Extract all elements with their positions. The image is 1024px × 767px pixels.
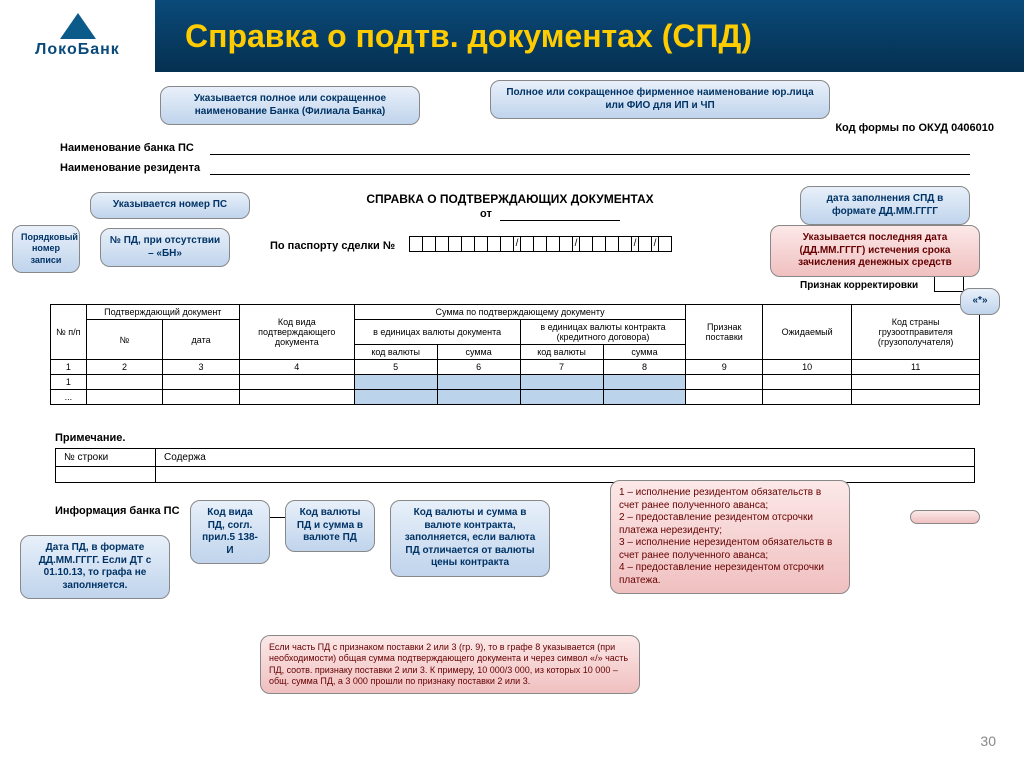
- form-code: Код формы по ОКУД 0406010: [835, 122, 994, 134]
- th-col2: №: [86, 320, 163, 360]
- num-row: 1 2 3 4 5 6 7 8 9 10 11: [51, 360, 980, 375]
- num5: 5: [354, 360, 437, 375]
- resident-line: [210, 174, 970, 175]
- num3: 3: [163, 360, 240, 375]
- num8: 8: [603, 360, 686, 375]
- callout-delivery-sign: 1 – исполнение резидентом обязательств в…: [610, 480, 850, 594]
- logo-text: ЛокоБанк: [35, 41, 120, 59]
- bank-info-label: Информация банка ПС: [55, 505, 180, 517]
- th-col4: Код вида подтверждающего документа: [239, 305, 354, 360]
- content-label: Содержа: [156, 449, 975, 467]
- stroke-label: № строки: [56, 449, 156, 467]
- callout-pd-date: Дата ПД, в формате ДД.ММ.ГГГГ. Если ДТ с…: [20, 535, 170, 599]
- main-table: № п/п Подтверждающий документ Код вида п…: [50, 304, 980, 405]
- num11: 11: [852, 360, 980, 375]
- th-col8: сумма: [603, 345, 686, 360]
- doc-title: СПРАВКА О ПОДТВЕРЖДАЮЩИХ ДОКУМЕНТАХ: [360, 192, 660, 206]
- passport-label: По паспорту сделки №: [270, 240, 395, 252]
- callout-ps-number: Указывается номер ПС: [90, 192, 250, 219]
- correction-cell: [935, 276, 964, 292]
- document-area: Указывается полное или сокращенное наиме…: [10, 80, 1014, 757]
- th-col6: сумма: [437, 345, 520, 360]
- num10: 10: [763, 360, 852, 375]
- callout-country-code: [910, 510, 980, 524]
- callout-company-name: Полное или сокращенное фирменное наимено…: [490, 80, 830, 119]
- ot-line: [500, 220, 620, 221]
- r2c1: ...: [51, 390, 87, 405]
- page-title: Справка о подтв. документах (СПД): [185, 18, 752, 55]
- num6: 6: [437, 360, 520, 375]
- th-col1: № п/п: [51, 305, 87, 360]
- callout-asterisk: «*»: [960, 288, 1000, 315]
- correction-label: Признак корректировки: [800, 280, 918, 291]
- th-col10: Ожидаемый: [763, 305, 852, 360]
- th-col5: код валюты: [354, 345, 437, 360]
- th-col11: Код страны грузоотправителя (грузополуча…: [852, 305, 980, 360]
- callout-spd-date: дата заполнения СПД в формате ДД.ММ.ГГГГ: [800, 186, 970, 225]
- th-col7: код валюты: [520, 345, 603, 360]
- callout-long-note: Если часть ПД с признаком поставки 2 или…: [260, 635, 640, 694]
- callout-contract-curr: Код валюты и сумма в валюте контракта, з…: [390, 500, 550, 577]
- header-bar: ЛокоБанк Справка о подтв. документах (СП…: [0, 0, 1024, 72]
- num9: 9: [686, 360, 763, 375]
- r1c1: 1: [51, 375, 87, 390]
- page-number: 30: [980, 733, 996, 749]
- num2: 2: [86, 360, 163, 375]
- callout-pd-num: № ПД, при отсутствии – «БН»: [100, 228, 230, 267]
- th-col2g: Подтверждающий документ: [86, 305, 239, 320]
- data-row-1: 1: [51, 375, 980, 390]
- bank-name-label: Наименование банка ПС: [60, 142, 194, 154]
- passport-cells: / / / /: [410, 236, 672, 252]
- resident-label: Наименование резидента: [60, 162, 200, 174]
- th-contcurr: в единицах валюты контракта (кредитного …: [520, 320, 686, 345]
- callout-last-date: Указывается последняя дата (ДД.ММ.ГГГГ) …: [770, 225, 980, 277]
- data-row-2: ...: [51, 390, 980, 405]
- th-sumg: Сумма по подтверждающему документу: [354, 305, 686, 320]
- th-col3: дата: [163, 320, 240, 360]
- th-doccurr: в единицах валюты документа: [354, 320, 520, 345]
- note-label: Примечание.: [55, 432, 125, 444]
- callout-pd-kind: Код вида ПД, согл. прил.5 138-И: [190, 500, 270, 564]
- callout-pd-currency: Код валюты ПД и сумма в валюте ПД: [285, 500, 375, 552]
- th-col9: Признак поставки: [686, 305, 763, 360]
- logo: ЛокоБанк: [0, 0, 155, 72]
- num4: 4: [239, 360, 354, 375]
- logo-triangle-icon: [60, 13, 96, 39]
- bank-name-line: [210, 154, 970, 155]
- note-table: № строки Содержа: [55, 448, 975, 483]
- callout-bank-name: Указывается полное или сокращенное наиме…: [160, 86, 420, 125]
- num7: 7: [520, 360, 603, 375]
- ot-label: от: [480, 208, 492, 220]
- callout-order-num: Порядковый номер записи: [12, 225, 80, 273]
- num1: 1: [51, 360, 87, 375]
